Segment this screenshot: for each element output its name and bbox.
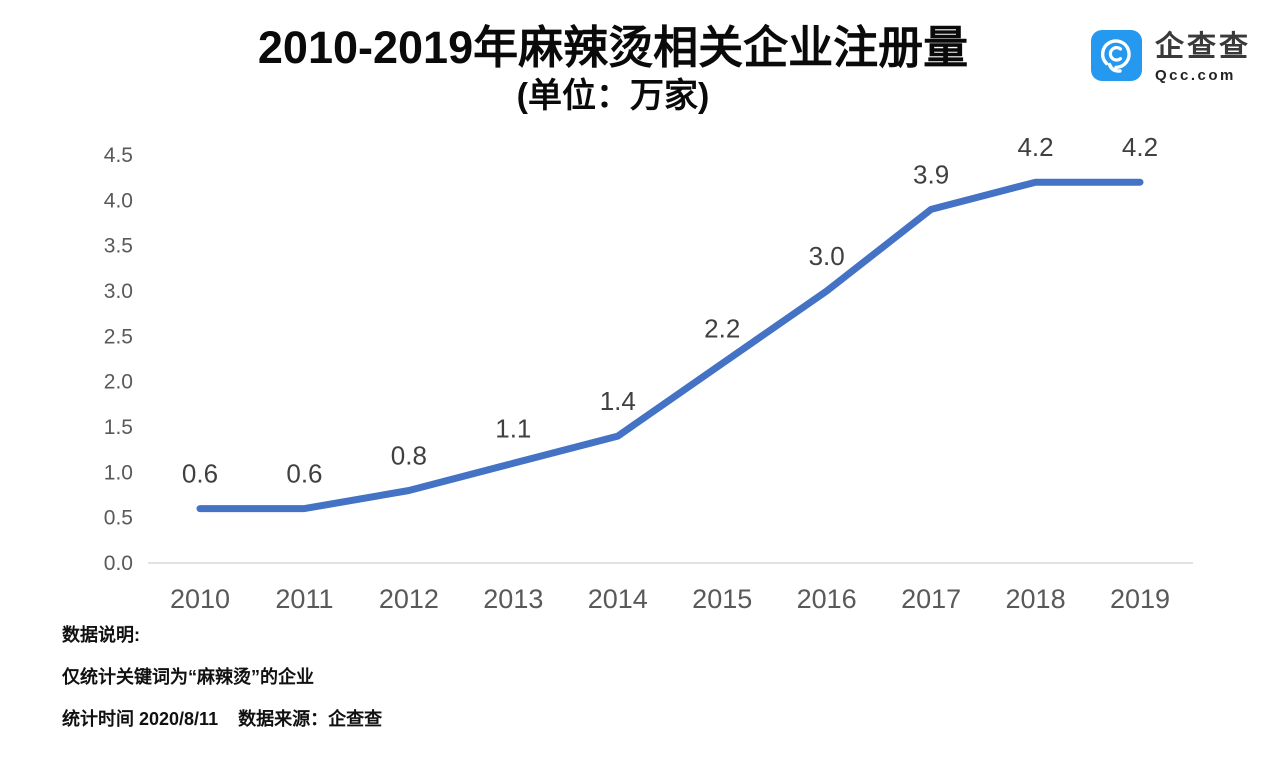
chart-unit-subtitle: (单位：万家) (516, 77, 710, 115)
chart-header: 2010-2019年麻辣烫相关企业注册量 (单位：万家) (0, 20, 1226, 116)
qcc-logo-domain: Qcc.com (1155, 67, 1236, 84)
y-tick-label: 4.5 (104, 144, 133, 167)
data-label: 3.0 (809, 241, 845, 271)
data-label: 3.9 (913, 159, 949, 189)
y-tick-label: 2.0 (104, 371, 133, 394)
qcc-magnifier-icon (1091, 30, 1142, 81)
data-label: 1.4 (600, 386, 636, 416)
x-tick-label: 2011 (275, 584, 333, 614)
chart-footnotes: 数据说明: 仅统计关键词为“麻辣烫”的企业 统计时间 2020/8/11 数据来… (62, 625, 962, 729)
qcc-logo-name: 企查查 (1155, 31, 1252, 63)
qcc-logo-text: 企查查 Qcc.com (1155, 30, 1251, 84)
line-chart: 0.0 0.5 1.0 1.5 2.0 2.5 3.0 3.5 4.0 4.5 2010 2011 20… (104, 132, 1193, 614)
x-tick-label: 2015 (692, 584, 752, 614)
footnote-scope: 仅统计关键词为“麻辣烫”的企业 (62, 667, 314, 687)
data-label: 0.6 (182, 459, 218, 489)
y-tick-label: 0.0 (104, 552, 133, 575)
y-tick-label: 4.0 (104, 189, 133, 212)
footnote-source: 统计时间 2020/8/11 数据来源：企查查 (62, 709, 383, 729)
x-tick-label: 2013 (483, 584, 543, 614)
data-label: 0.8 (391, 440, 427, 470)
x-tick-label: 2016 (797, 584, 857, 614)
y-tick-label: 1.5 (104, 416, 133, 439)
x-tick-label: 2017 (901, 584, 961, 614)
y-tick-label: 2.5 (104, 325, 133, 348)
data-label: 2.2 (704, 314, 740, 344)
x-tick-label: 2019 (1110, 584, 1170, 614)
data-label: 4.2 (1017, 132, 1053, 162)
x-tick-label: 2018 (1006, 584, 1066, 614)
chart-title: 2010-2019年麻辣烫相关企业注册量 (257, 22, 969, 73)
x-tick-label: 2014 (588, 584, 648, 614)
data-label: 4.2 (1122, 132, 1158, 162)
footnote-heading: 数据说明: (62, 625, 140, 645)
y-tick-label: 3.5 (104, 235, 133, 258)
y-tick-label: 3.0 (104, 280, 133, 303)
qcc-logo: 企查查 Qcc.com (1091, 30, 1251, 84)
y-tick-label: 1.0 (104, 461, 133, 484)
data-label: 0.6 (286, 459, 322, 489)
trend-line (196, 178, 1144, 513)
data-label: 1.1 (495, 413, 531, 443)
x-tick-label: 2012 (379, 584, 439, 614)
x-tick-label: 2010 (170, 584, 230, 614)
y-tick-label: 0.5 (104, 507, 133, 530)
